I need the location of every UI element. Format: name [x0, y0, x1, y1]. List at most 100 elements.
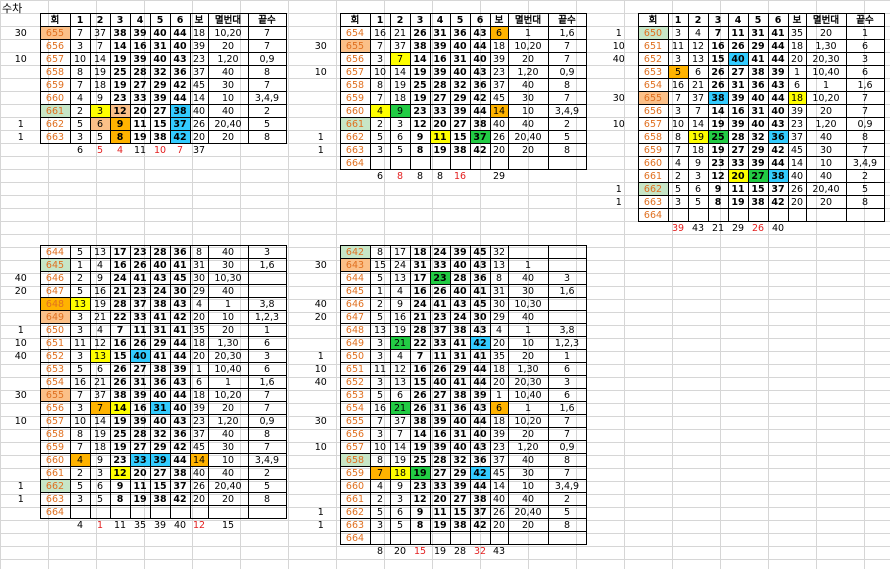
number-cell[interactable]: 39: [767, 65, 789, 79]
number-cell[interactable]: 30: [189, 271, 209, 285]
number-cell[interactable]: 26: [429, 284, 451, 298]
number-cell[interactable]: 36: [469, 78, 491, 92]
number-cell[interactable]: 11: [129, 323, 151, 337]
row-label[interactable]: 1: [317, 144, 324, 156]
row-label[interactable]: 20: [14, 285, 27, 297]
round-cell[interactable]: 659: [39, 440, 71, 454]
number-cell[interactable]: 3: [69, 130, 91, 144]
number-cell[interactable]: 8: [409, 143, 431, 157]
row-label[interactable]: 40: [314, 298, 327, 310]
number-cell[interactable]: 7: [369, 39, 391, 53]
number-cell[interactable]: 31: [449, 349, 471, 363]
number-cell[interactable]: 9: [109, 479, 131, 493]
number-cell[interactable]: 5: [369, 388, 391, 402]
number-cell[interactable]: 40: [747, 91, 769, 105]
header-cell[interactable]: 6: [169, 13, 191, 27]
number-cell[interactable]: 26: [409, 388, 431, 402]
number-cell[interactable]: 42: [767, 195, 789, 209]
number-cell[interactable]: 33: [429, 104, 451, 118]
number-cell[interactable]: 3: [389, 492, 411, 506]
round-cell[interactable]: 661: [637, 169, 669, 183]
round-cell[interactable]: 657: [637, 117, 669, 131]
number-cell[interactable]: 23: [429, 310, 451, 324]
number-cell[interactable]: 38: [149, 297, 171, 311]
number-cell[interactable]: 2: [845, 169, 885, 183]
number-cell[interactable]: 39: [129, 414, 151, 428]
number-cell[interactable]: 8: [369, 78, 391, 92]
number-cell[interactable]: 45: [787, 143, 807, 157]
number-cell[interactable]: 14: [489, 104, 509, 118]
number-cell[interactable]: 37: [389, 414, 411, 428]
number-cell[interactable]: 27: [149, 104, 171, 118]
header-cell[interactable]: 보: [189, 13, 209, 27]
number-cell[interactable]: 1,6: [547, 401, 587, 415]
number-cell[interactable]: 21: [389, 26, 411, 40]
number-cell[interactable]: 1,20: [207, 52, 249, 66]
row-label[interactable]: [302, 27, 340, 40]
number-cell[interactable]: 30: [169, 284, 191, 298]
number-cell[interactable]: 37: [129, 297, 151, 311]
round-cell[interactable]: 660: [339, 104, 371, 118]
row-label[interactable]: 1: [17, 480, 24, 492]
number-cell[interactable]: 9: [389, 479, 411, 493]
number-cell[interactable]: 22: [109, 310, 131, 324]
number-cell[interactable]: 31: [429, 26, 451, 40]
round-cell[interactable]: 652: [339, 375, 371, 389]
number-cell[interactable]: 38: [449, 143, 471, 157]
number-cell[interactable]: 10: [69, 52, 91, 66]
row-label[interactable]: [600, 105, 638, 118]
round-cell[interactable]: 644: [339, 271, 371, 285]
row-label[interactable]: 20: [314, 311, 327, 323]
number-cell[interactable]: 33: [429, 336, 451, 350]
number-cell[interactable]: 27: [449, 492, 471, 506]
number-cell[interactable]: 40: [149, 258, 171, 272]
number-cell[interactable]: 20,40: [507, 130, 549, 144]
row-label[interactable]: [302, 92, 340, 105]
row-label[interactable]: [302, 246, 340, 259]
number-cell[interactable]: 23: [489, 440, 509, 454]
number-cell[interactable]: 40: [727, 52, 749, 66]
round-cell[interactable]: 645: [39, 258, 71, 272]
row-label[interactable]: [302, 402, 340, 415]
number-cell[interactable]: 41: [129, 271, 151, 285]
number-cell[interactable]: 3,4,9: [247, 91, 287, 105]
round-cell[interactable]: 648: [339, 323, 371, 337]
number-cell[interactable]: [389, 156, 411, 170]
number-cell[interactable]: 1,30: [207, 336, 249, 350]
number-cell[interactable]: [687, 208, 709, 222]
number-cell[interactable]: 27: [149, 466, 171, 480]
number-cell[interactable]: 26: [489, 130, 509, 144]
round-cell[interactable]: 664: [339, 156, 371, 170]
number-cell[interactable]: 30: [207, 440, 249, 454]
round-cell[interactable]: 662: [39, 117, 71, 131]
number-cell[interactable]: 18: [189, 388, 209, 402]
number-cell[interactable]: 43: [767, 78, 789, 92]
number-cell[interactable]: 40: [207, 466, 249, 480]
row-label[interactable]: [302, 285, 340, 298]
round-cell[interactable]: 654: [637, 78, 669, 92]
number-cell[interactable]: 20: [787, 195, 807, 209]
number-cell[interactable]: [89, 505, 111, 519]
number-cell[interactable]: 20: [189, 349, 209, 363]
number-cell[interactable]: 1,6: [247, 258, 287, 272]
number-cell[interactable]: 1: [369, 284, 391, 298]
number-cell[interactable]: 7: [247, 26, 287, 40]
number-cell[interactable]: 10,20: [507, 414, 549, 428]
row-label[interactable]: [2, 105, 40, 118]
number-cell[interactable]: [149, 505, 171, 519]
number-cell[interactable]: 19: [707, 143, 729, 157]
number-cell[interactable]: 10: [207, 453, 249, 467]
number-cell[interactable]: 31: [409, 258, 431, 272]
number-cell[interactable]: 40: [747, 117, 769, 131]
number-cell[interactable]: 10,20: [805, 91, 847, 105]
number-cell[interactable]: 15: [109, 349, 131, 363]
number-cell[interactable]: 40: [489, 492, 509, 506]
number-cell[interactable]: 36: [169, 245, 191, 259]
number-cell[interactable]: 40: [767, 104, 789, 118]
row-label[interactable]: [2, 506, 40, 519]
number-cell[interactable]: 7: [547, 466, 587, 480]
round-cell[interactable]: 647: [39, 284, 71, 298]
number-cell[interactable]: 4: [189, 297, 209, 311]
number-cell[interactable]: 7: [247, 440, 287, 454]
number-cell[interactable]: 9: [89, 453, 111, 467]
